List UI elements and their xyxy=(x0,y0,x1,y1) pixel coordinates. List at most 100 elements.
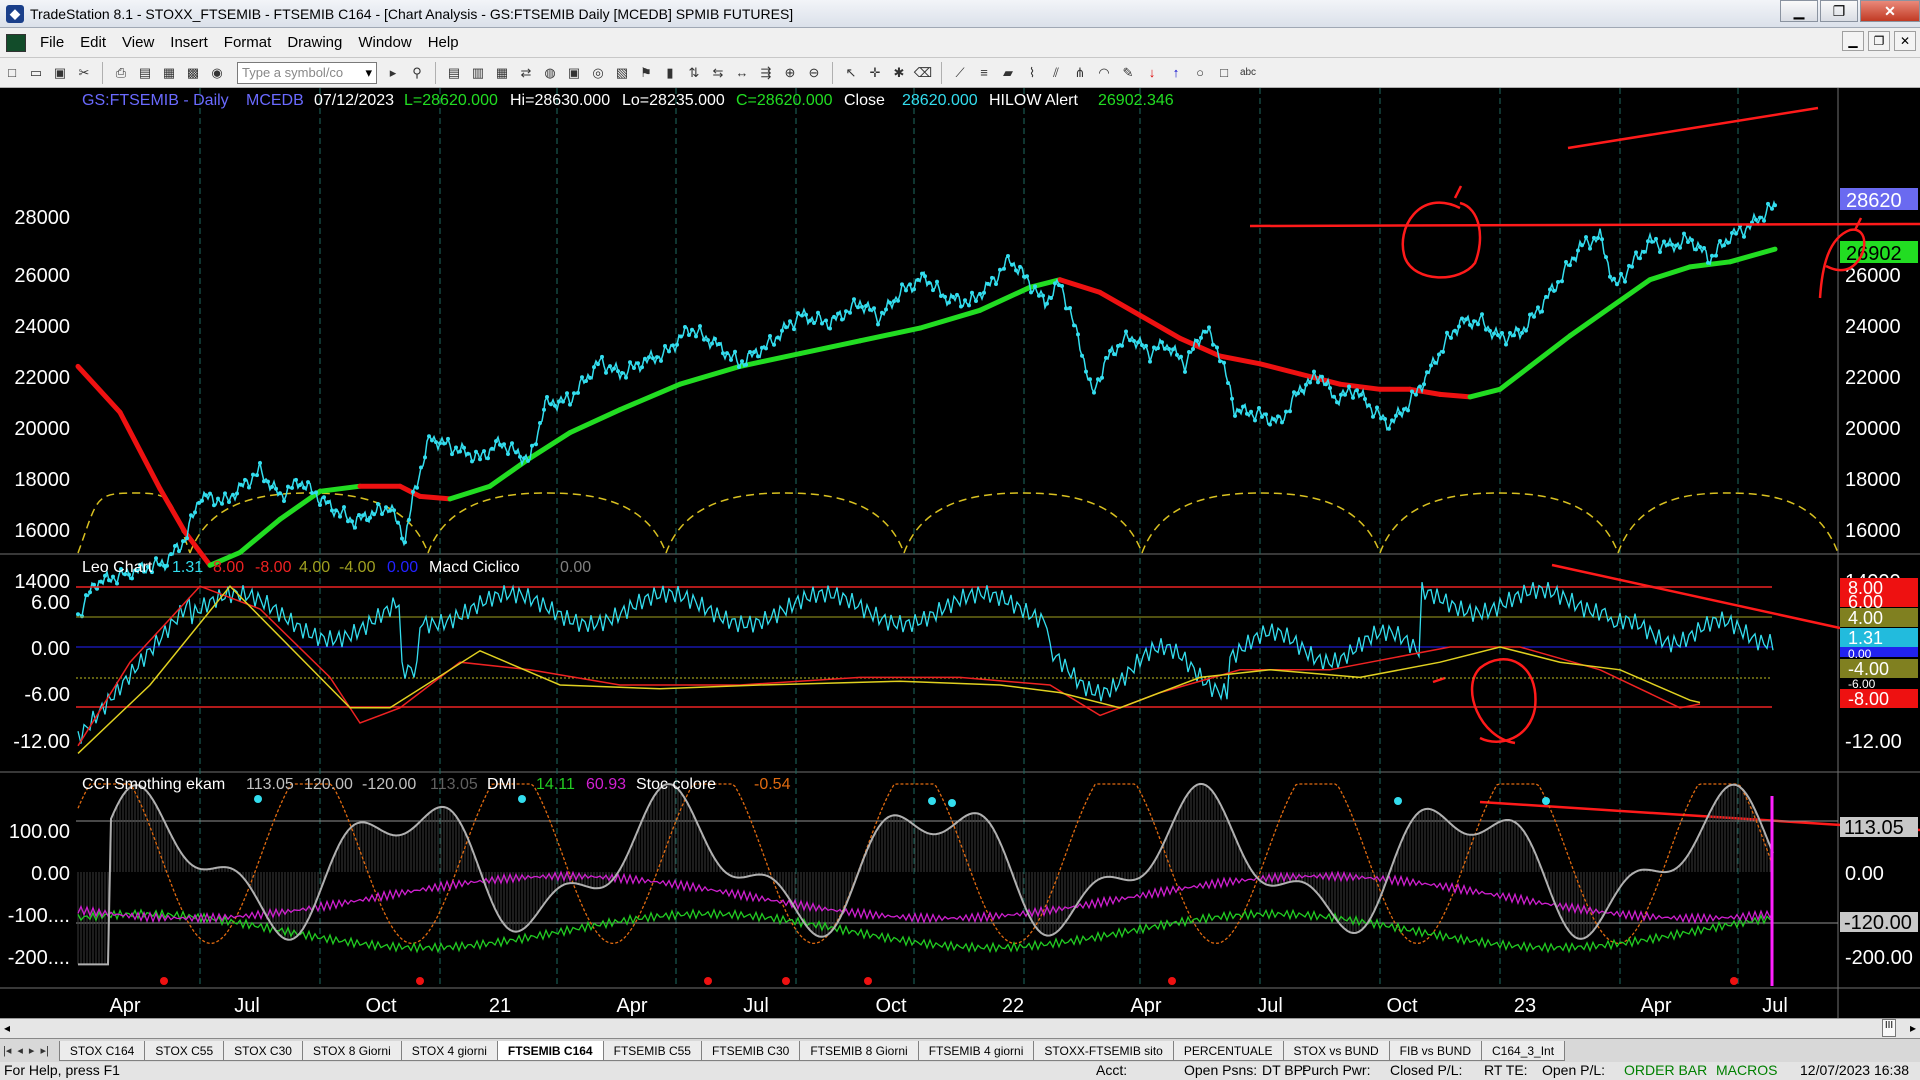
menu-window[interactable]: Window xyxy=(358,34,412,51)
menu-drawing[interactable]: Drawing xyxy=(287,34,343,51)
leo-right-tick: -12.00 xyxy=(1845,731,1902,753)
fibonacci-icon[interactable]: ⌇ xyxy=(1028,64,1036,80)
grid-icon[interactable]: ▦ xyxy=(162,64,176,80)
tool-icon-9[interactable]: ⚑ xyxy=(640,64,652,80)
horizontal-line-icon[interactable]: ≡ xyxy=(980,64,988,80)
tool-icon-12[interactable]: ⇆ xyxy=(712,64,724,80)
horizontal-scrollbar[interactable]: ◂ III ▸ xyxy=(0,1018,1920,1038)
symbol-input[interactable]: Type a symbol/co xyxy=(237,61,377,84)
price-dot xyxy=(450,452,454,457)
price-dot xyxy=(1199,335,1203,340)
zoom-in-icon[interactable]: ⊕ xyxy=(784,64,796,80)
workspace-tab[interactable]: FTSEMIB C55 xyxy=(602,1040,702,1061)
order-bar-button[interactable]: ORDER BAR xyxy=(1624,1062,1708,1078)
price-dot xyxy=(572,391,576,396)
new-icon[interactable]: □ xyxy=(8,64,16,80)
freehand-icon[interactable]: ✎ xyxy=(1122,64,1134,80)
price-dot xyxy=(872,306,876,311)
close-button[interactable]: ✕ xyxy=(1860,0,1920,22)
mdi-restore-button[interactable]: ❐ xyxy=(1868,31,1890,51)
menu-view[interactable]: View xyxy=(122,34,155,51)
workspace-tab[interactable]: STOX C164 xyxy=(58,1040,146,1061)
price-dot xyxy=(1623,279,1627,284)
scroll-left-arrow-icon[interactable]: ◂ xyxy=(4,1021,11,1035)
menu-insert[interactable]: Insert xyxy=(170,34,208,51)
up-arrow-blue-icon[interactable]: ↑ xyxy=(1172,64,1180,80)
go-arrow-icon[interactable]: ▸ xyxy=(389,64,397,80)
cut-icon[interactable]: ✂ xyxy=(78,64,90,80)
price-dot xyxy=(1556,280,1560,284)
tab-prev-icon[interactable]: ◂ xyxy=(17,1045,23,1057)
down-arrow-red-icon[interactable]: ↓ xyxy=(1148,64,1156,80)
workspace-tab[interactable]: FTSEMIB 8 Giorni xyxy=(799,1040,919,1061)
symbol-search-icon[interactable]: ⚲ xyxy=(412,64,422,80)
eraser-icon[interactable]: ⌫ xyxy=(913,64,933,80)
tool-icon-2[interactable]: ▥ xyxy=(471,64,485,80)
tool-icon-7[interactable]: ◎ xyxy=(592,64,604,80)
workspace-tab[interactable]: STOXX-FTSEMIB sito xyxy=(1033,1040,1174,1061)
workspace-tab[interactable]: PERCENTUALE xyxy=(1172,1040,1284,1061)
crosshair-icon[interactable]: ✛ xyxy=(869,64,881,80)
workspace-tab[interactable]: STOX C30 xyxy=(223,1040,303,1061)
workspace-tab[interactable]: STOX C55 xyxy=(144,1040,225,1061)
tab-first-icon[interactable]: |◂ xyxy=(3,1045,12,1057)
minimize-button[interactable]: ▁ xyxy=(1780,0,1818,22)
trendline-icon[interactable]: ⟋ xyxy=(955,64,965,80)
menu-file[interactable]: File xyxy=(40,34,65,51)
macros-button[interactable]: MACROS xyxy=(1716,1062,1778,1078)
scroll-thumb[interactable]: III xyxy=(1882,1019,1896,1037)
cci-signal-dots xyxy=(160,795,1774,986)
workspace-tab[interactable]: STOX 8 Giorni xyxy=(301,1040,402,1061)
andrews-icon[interactable]: ⋔ xyxy=(1074,64,1086,80)
open-folder-icon[interactable]: ▭ xyxy=(29,64,43,80)
workspace-tab[interactable]: STOX 4 giorni xyxy=(400,1040,498,1061)
menu-help[interactable]: Help xyxy=(427,34,459,51)
tool-icon-1[interactable]: ▤ xyxy=(447,64,461,80)
tool-icon-11[interactable]: ⇅ xyxy=(688,64,700,80)
menu-edit[interactable]: Edit xyxy=(80,34,107,51)
tool-icon-10[interactable]: ▮ xyxy=(666,64,674,80)
tool-icon-14[interactable]: ⇶ xyxy=(760,64,772,80)
speedline-icon[interactable]: ⫽ xyxy=(1053,64,1059,80)
tool-icon-5[interactable]: ◍ xyxy=(544,64,556,80)
tab-next-icon[interactable]: ▸ xyxy=(28,1045,35,1057)
text-tool-icon[interactable]: abc xyxy=(1239,66,1257,78)
tab-last-icon[interactable]: ▸| xyxy=(40,1045,49,1057)
chart-canvas[interactable]: 28000 26000 24000 22000 20000 18000 1600… xyxy=(0,88,1920,1018)
mdi-minimize-button[interactable]: ▁ xyxy=(1842,31,1864,51)
tool-icon-3[interactable]: ▦ xyxy=(495,64,509,80)
price-tick: 16000 xyxy=(14,520,70,542)
price-dot xyxy=(1347,384,1351,389)
workspace-tab[interactable]: FTSEMIB C30 xyxy=(700,1040,801,1061)
workspace-tab[interactable]: STOX vs BUND xyxy=(1282,1040,1390,1061)
mdi-close-button[interactable]: ✕ xyxy=(1894,31,1916,51)
workspace-tab[interactable]: FTSEMIB 4 giorni xyxy=(917,1040,1035,1061)
chart-window-icon[interactable] xyxy=(6,33,26,52)
annotation-scribble xyxy=(1818,217,1866,299)
maximize-button[interactable]: ❐ xyxy=(1820,0,1858,22)
tool-icon-6[interactable]: ▣ xyxy=(567,64,581,80)
tools-icon[interactable]: ✱ xyxy=(893,64,905,80)
chart-analysis-window[interactable]: 28000 26000 24000 22000 20000 18000 1600… xyxy=(0,88,1920,1018)
ellipse-icon[interactable]: ○ xyxy=(1196,64,1204,80)
lock-icon[interactable]: ▩ xyxy=(186,64,200,80)
print-icon[interactable]: ⎙ xyxy=(115,64,127,80)
layout-icon[interactable]: ▤ xyxy=(138,64,152,80)
workspace-tab[interactable]: FIB vs BUND xyxy=(1388,1040,1483,1061)
arc-icon[interactable]: ◠ xyxy=(1098,64,1110,80)
tool-icon-4[interactable]: ⇄ xyxy=(520,64,532,80)
workspace-tab[interactable]: FTSEMIB C164 xyxy=(496,1040,604,1061)
workspace-tab[interactable]: C164_3_Int xyxy=(1481,1040,1566,1061)
scroll-right-arrow-icon[interactable]: ▸ xyxy=(1909,1021,1916,1035)
tool-icon-8[interactable]: ▧ xyxy=(615,64,629,80)
tradestation-app-icon[interactable]: ◆ xyxy=(6,4,24,23)
zoom-out-icon[interactable]: ⊖ xyxy=(808,64,820,80)
pointer-icon[interactable]: ↖ xyxy=(845,64,857,80)
rectangle-icon[interactable]: □ xyxy=(1220,64,1228,80)
moving-average-segment xyxy=(75,363,123,415)
save-icon[interactable]: ▣ xyxy=(53,64,67,80)
globe-icon[interactable]: ◉ xyxy=(211,64,223,80)
menu-format[interactable]: Format xyxy=(223,34,272,51)
tool-icon-13[interactable]: ↔ xyxy=(735,64,749,80)
channel-icon[interactable]: ▰ xyxy=(1003,64,1013,80)
